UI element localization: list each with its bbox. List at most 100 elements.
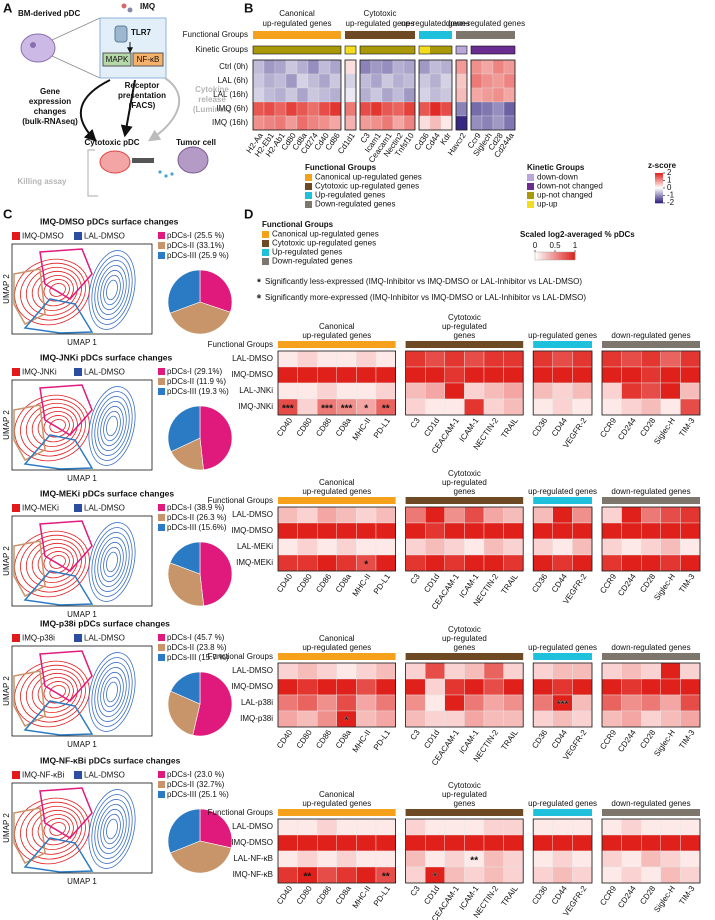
contour [43,818,70,841]
heat-cell [444,554,465,572]
heat-cell [418,59,431,75]
heat-cell [329,101,342,117]
block-border [601,662,701,728]
nfkb-box [132,52,164,67]
heat-cell [297,506,318,524]
heat-cell [440,59,453,75]
heat-cell [483,694,504,712]
heat-cell [317,554,338,572]
x-axis-label: UMAP 1 [67,877,97,886]
cluster-outline [39,384,93,436]
heat-cell [533,382,554,400]
pie-label: pDCs-I (23.0 %) [167,770,225,779]
contour [25,266,82,316]
heat-cell [392,87,405,103]
heat-cell [336,834,357,852]
contour [88,250,136,330]
heat-cell [444,850,465,868]
colorbar-step [561,252,564,260]
heat-cell [425,554,446,572]
column-label: CD244 [616,416,638,442]
heat-cell [503,850,524,868]
heat-cell [277,866,298,884]
column-label: CCR9 [598,572,618,595]
heat-cell [296,87,309,103]
contour [94,799,130,859]
heat-cell [375,366,396,384]
significance-star: ** [382,404,390,415]
heat-cell [572,834,593,852]
colorbar-step [655,177,663,179]
heat-cell [336,554,357,572]
block-border [418,59,453,131]
mapk-box [102,52,132,67]
kinetic-cell [404,46,415,54]
legend-swatch [262,231,269,238]
heat-cell [552,506,573,524]
heat-cell [336,818,357,836]
kinetic-cell [253,46,264,54]
heat-cell [444,522,465,540]
heat-cell [552,710,573,728]
cluster-outline [23,298,94,334]
heat-cell [601,506,622,524]
heat-cell [440,87,453,103]
heat-cell [483,678,504,696]
group-header: Cytotoxic [448,625,481,634]
block-border [344,59,357,131]
column-label: CD86 [314,884,333,906]
column-label: PD-L1 [372,416,393,440]
heat-cell [641,350,662,368]
contour [103,676,121,708]
heat-cell [680,694,701,712]
cluster-outline [39,787,93,839]
heat-cell [274,73,287,89]
heat-cell [444,866,465,884]
contour [106,279,118,301]
heat-cell [359,115,372,131]
heat-cell [572,366,593,384]
column-label: CD80 [295,572,314,594]
umap [13,384,136,470]
row-label: IMQ (6h) [216,104,248,113]
legend-swatch [158,232,165,239]
pie-label: pDCs-II (11.9 %) [167,377,226,386]
heat-cell [680,350,701,368]
heat-cell [621,694,642,712]
column-label: C3 [409,728,423,742]
column-label: CD1d [422,572,441,594]
contour [43,415,70,438]
colorbar-step [655,180,663,182]
heat-cell [621,398,642,416]
heat-cell [572,866,593,884]
heat-cell [405,554,426,572]
heat-cell [660,818,681,836]
panel-letter: B [244,0,253,15]
tumor-icon [177,146,209,174]
heat-cell [429,115,442,131]
contour [20,262,86,321]
row-label: LAL (6h) [218,76,249,85]
heat-cell [403,59,416,75]
heat-cell [252,115,265,131]
tick-label: 2 [667,168,672,177]
legend-label: Up-regulated genes [272,248,342,257]
heat-cell [503,59,516,75]
block-border [405,350,524,416]
heat-cell [277,350,298,368]
heat-cell [356,710,377,728]
contour [106,681,118,703]
group-header: up-regulated genes [302,643,371,652]
pie-label: pDCs-II (23.8 %) [167,643,227,652]
heat-cell [381,87,394,103]
tick-label: 1 [667,176,672,185]
heat-cell [601,350,622,368]
column-label: CD1d [422,416,441,438]
heat-cell [660,866,681,884]
group-header: up-regulated genes [528,799,597,808]
heat-cell [464,522,485,540]
pie-label: pDCs-II (26.3 %) [167,513,227,522]
heat-cell [503,87,516,103]
heat-cell [318,87,331,103]
pie-slice [199,405,233,471]
